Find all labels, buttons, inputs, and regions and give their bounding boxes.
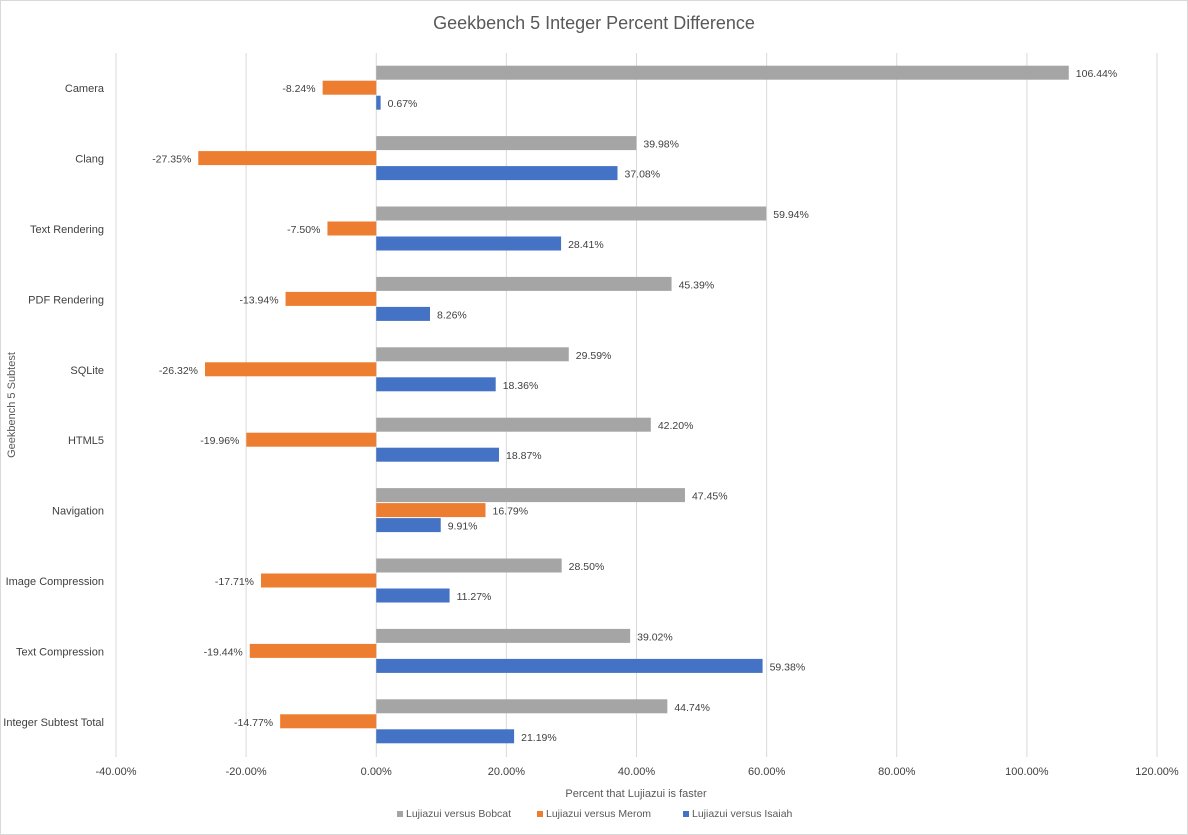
category-label: Integer Subtest Total <box>3 717 104 729</box>
bar <box>327 221 377 236</box>
category-label: Navigation <box>52 506 104 518</box>
legend-swatch <box>397 811 403 817</box>
data-label: -8.24% <box>282 83 315 95</box>
bar <box>322 80 377 95</box>
data-label: 8.26% <box>437 309 467 321</box>
x-tick-label: 100.00% <box>1005 766 1049 778</box>
bar <box>376 377 496 392</box>
bar <box>376 65 1069 80</box>
bar <box>376 628 631 643</box>
bar <box>376 488 685 503</box>
x-tick-label: 120.00% <box>1135 766 1179 778</box>
bar <box>205 362 377 377</box>
data-label: -19.96% <box>200 435 239 447</box>
legend-swatch <box>683 811 689 817</box>
x-tick-label: 40.00% <box>618 766 656 778</box>
x-tick-label: 60.00% <box>748 766 786 778</box>
data-label: -17.71% <box>215 576 254 588</box>
data-label: 106.44% <box>1076 68 1117 80</box>
data-label: 37.08% <box>625 169 661 181</box>
data-labels: 106.44% -8.24% 0.67% 39.98% -27.35% 37.08% 59.… <box>152 68 1117 744</box>
bar <box>285 291 377 306</box>
bar <box>376 347 569 362</box>
x-axis-title: Percent that Lujiazui is faster <box>565 788 707 800</box>
data-label: 42.20% <box>658 420 694 432</box>
x-tick-labels: -40.00% -20.00% 0.00% 20.00% 40.00% 60.00% 80.… <box>96 766 1179 778</box>
bar <box>198 151 377 166</box>
bar <box>376 699 668 714</box>
data-label: 11.27% <box>457 591 492 603</box>
x-tick-label: 80.00% <box>878 766 916 778</box>
bar <box>376 447 500 462</box>
legend-swatch <box>537 811 543 817</box>
data-label: 39.98% <box>643 139 679 151</box>
bar <box>376 503 486 518</box>
category-labels: Camera Clang Text Rendering PDF Rendering SQ… <box>3 83 105 729</box>
bar <box>376 206 767 221</box>
category-label: Text Compression <box>16 646 104 658</box>
y-axis-title: Geekbench 5 Subtest <box>6 352 18 458</box>
data-label: 59.38% <box>770 661 806 673</box>
bar <box>376 588 450 603</box>
x-tick-label: 20.00% <box>488 766 526 778</box>
bar <box>376 558 562 573</box>
chart-title: Geekbench 5 Integer Percent Difference <box>433 13 755 33</box>
bar <box>376 95 381 110</box>
data-label: 16.79% <box>492 506 528 518</box>
data-label: -7.50% <box>287 224 320 236</box>
legend-label: Lujiazui versus Isaiah <box>692 808 793 820</box>
category-label: Image Compression <box>6 576 104 588</box>
data-label: -13.94% <box>239 294 278 306</box>
bar <box>261 573 377 588</box>
category-label: PDF Rendering <box>28 294 104 306</box>
data-label: 39.02% <box>637 631 673 643</box>
data-label: 59.94% <box>773 209 809 221</box>
data-label: 44.74% <box>674 702 710 714</box>
x-tick-label: -40.00% <box>96 766 137 778</box>
bars <box>198 65 1069 744</box>
legend: Lujiazui versus Bobcat Lujiazui versus Me… <box>397 808 793 820</box>
bar <box>246 432 377 447</box>
data-label: 47.45% <box>692 491 728 503</box>
category-label: Clang <box>75 154 104 166</box>
bar <box>376 136 637 151</box>
data-label: 28.41% <box>568 239 604 251</box>
x-tick-label: 0.00% <box>361 766 392 778</box>
category-label: SQLite <box>70 365 104 377</box>
data-label: 9.91% <box>448 521 478 533</box>
data-label: 21.19% <box>521 732 557 744</box>
category-label: Text Rendering <box>30 224 104 236</box>
bar <box>280 714 377 729</box>
data-label: -19.44% <box>204 646 243 658</box>
bar <box>376 658 763 673</box>
data-label: -14.77% <box>234 717 273 729</box>
legend-label: Lujiazui versus Merom <box>546 808 651 820</box>
category-label: Camera <box>65 83 105 95</box>
bar <box>376 306 430 321</box>
data-label: -26.32% <box>159 365 198 377</box>
bar <box>376 166 618 181</box>
category-label: HTML5 <box>68 435 104 447</box>
data-label: 29.59% <box>576 350 612 362</box>
x-tick-label: -20.00% <box>226 766 267 778</box>
bar <box>249 643 377 658</box>
bar <box>376 729 515 744</box>
data-label: 45.39% <box>679 279 715 291</box>
data-label: 0.67% <box>388 98 418 110</box>
bar <box>376 417 651 432</box>
data-label: 18.36% <box>503 380 539 392</box>
bar <box>376 518 441 533</box>
data-label: -27.35% <box>152 154 191 166</box>
data-label: 18.87% <box>506 450 542 462</box>
legend-label: Lujiazui versus Bobcat <box>406 808 511 820</box>
bar <box>376 276 672 291</box>
data-label: 28.50% <box>569 561 605 573</box>
bar <box>376 236 562 251</box>
